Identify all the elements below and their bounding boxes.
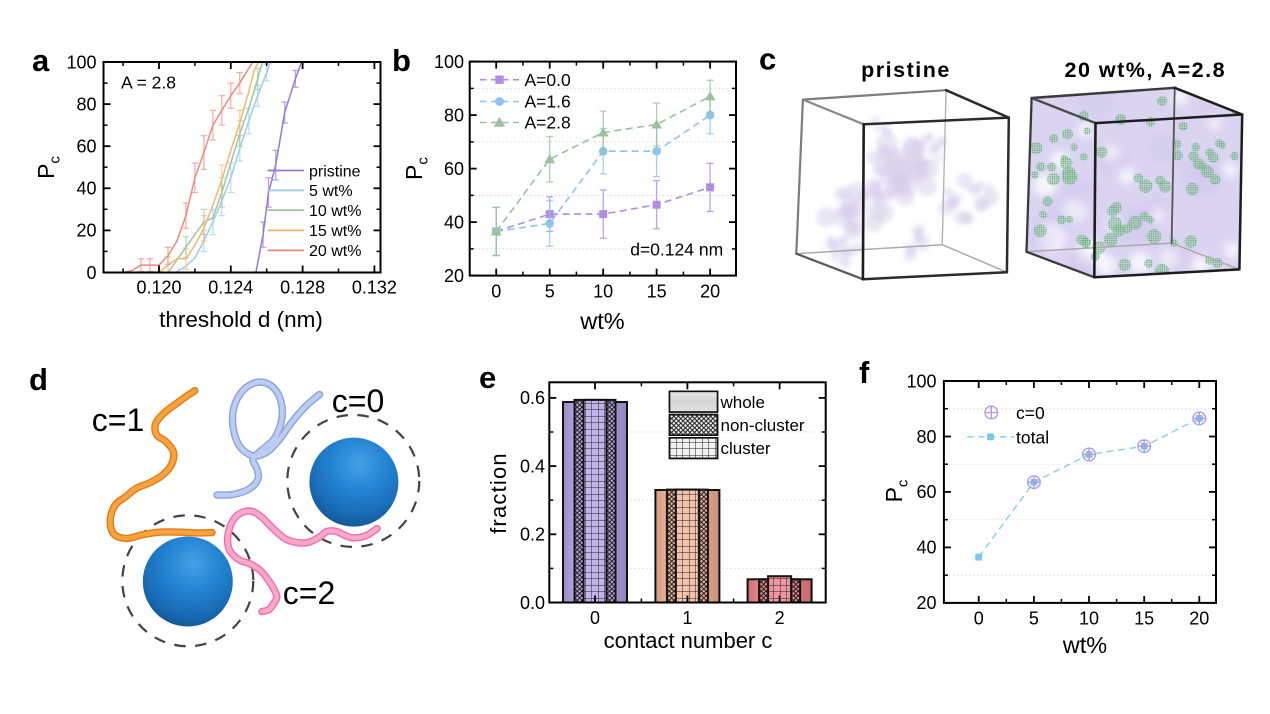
svg-text:c=0: c=0 xyxy=(1016,403,1045,423)
svg-text:100: 100 xyxy=(66,52,96,72)
svg-text:c: c xyxy=(759,42,776,77)
svg-text:total: total xyxy=(1016,427,1049,447)
svg-text:c=1: c=1 xyxy=(92,402,144,438)
svg-text:c=2: c=2 xyxy=(283,575,335,611)
svg-text:wt%: wt% xyxy=(579,308,625,334)
svg-text:20: 20 xyxy=(444,266,464,286)
svg-text:5: 5 xyxy=(545,282,555,302)
svg-text:0: 0 xyxy=(974,609,984,629)
svg-text:100: 100 xyxy=(906,371,936,391)
svg-text:100: 100 xyxy=(434,52,464,72)
svg-text:5 wt%: 5 wt% xyxy=(309,183,353,200)
svg-text:A=1.6: A=1.6 xyxy=(525,92,571,112)
svg-text:10: 10 xyxy=(1079,609,1099,629)
svg-text:f: f xyxy=(859,355,870,390)
svg-text:A = 2.8: A = 2.8 xyxy=(121,73,176,93)
svg-text:c=0: c=0 xyxy=(332,383,384,419)
svg-text:e: e xyxy=(479,360,496,395)
svg-text:fraction: fraction xyxy=(486,452,511,534)
svg-text:non-cluster: non-cluster xyxy=(721,416,805,435)
svg-text:wt%: wt% xyxy=(1062,632,1108,658)
svg-text:20 wt%: 20 wt% xyxy=(309,243,361,260)
svg-text:threshold d (nm): threshold d (nm) xyxy=(159,307,323,332)
svg-text:1: 1 xyxy=(682,608,692,628)
svg-text:0.2: 0.2 xyxy=(520,525,545,545)
svg-text:0: 0 xyxy=(590,608,600,628)
svg-text:0: 0 xyxy=(491,282,501,302)
svg-text:0.132: 0.132 xyxy=(352,278,397,298)
svg-text:0.124: 0.124 xyxy=(208,278,253,298)
svg-text:a: a xyxy=(32,43,50,78)
svg-text:40: 40 xyxy=(916,538,936,558)
svg-text:cluster: cluster xyxy=(721,439,771,458)
svg-text:10 wt%: 10 wt% xyxy=(309,203,361,220)
svg-text:60: 60 xyxy=(76,137,96,157)
svg-text:20: 20 xyxy=(76,221,96,241)
svg-text:0.128: 0.128 xyxy=(280,278,325,298)
svg-text:0: 0 xyxy=(86,263,96,283)
svg-text:10: 10 xyxy=(593,282,613,302)
svg-text:0.6: 0.6 xyxy=(520,388,545,408)
svg-text:0.0: 0.0 xyxy=(520,593,545,613)
svg-text:A=2.8: A=2.8 xyxy=(525,113,571,133)
svg-text:contact number c: contact number c xyxy=(604,628,773,653)
svg-text:15 wt%: 15 wt% xyxy=(309,223,361,240)
svg-text:15: 15 xyxy=(647,282,667,302)
svg-text:80: 80 xyxy=(916,427,936,447)
svg-text:80: 80 xyxy=(444,105,464,125)
svg-text:20 wt%, A=2.8: 20 wt%, A=2.8 xyxy=(1065,58,1227,82)
svg-text:15: 15 xyxy=(1134,609,1154,629)
svg-text:d: d xyxy=(29,362,48,397)
svg-text:A=0.0: A=0.0 xyxy=(525,70,571,90)
svg-text:60: 60 xyxy=(916,482,936,502)
svg-text:pristine: pristine xyxy=(861,58,951,82)
svg-text:b: b xyxy=(392,43,411,78)
svg-text:20: 20 xyxy=(916,593,936,613)
svg-text:0.4: 0.4 xyxy=(520,456,545,476)
svg-text:20: 20 xyxy=(1189,609,1209,629)
svg-text:60: 60 xyxy=(444,159,464,179)
svg-text:whole: whole xyxy=(720,393,765,412)
svg-text:0.120: 0.120 xyxy=(136,278,181,298)
svg-text:40: 40 xyxy=(76,179,96,199)
svg-text:2: 2 xyxy=(775,608,785,628)
svg-text:d=0.124 nm: d=0.124 nm xyxy=(630,240,723,260)
svg-text:40: 40 xyxy=(444,212,464,232)
svg-text:5: 5 xyxy=(1029,609,1039,629)
svg-text:20: 20 xyxy=(700,282,720,302)
svg-text:pristine: pristine xyxy=(309,163,361,180)
svg-text:80: 80 xyxy=(76,94,96,114)
